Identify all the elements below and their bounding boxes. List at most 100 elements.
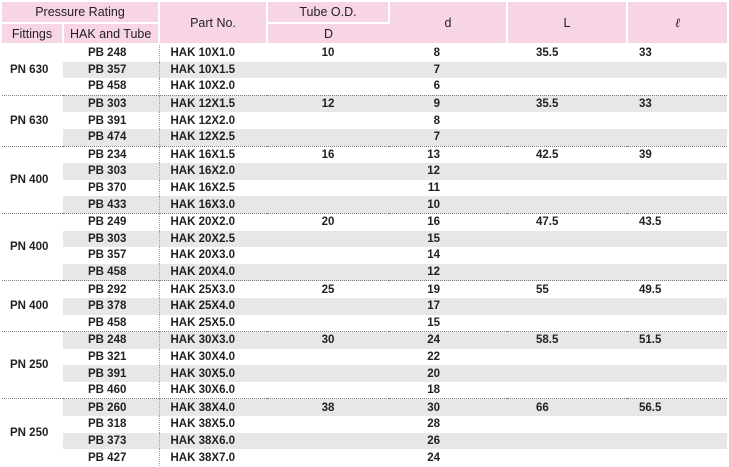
part-no-cell: HAK 20X3.0	[158, 247, 267, 264]
l-cell: 39	[627, 145, 727, 164]
hak-tube-cell: PB 474	[63, 128, 159, 147]
d-cell: 9	[389, 94, 507, 113]
table-row: PB 433 HAK 16X3.0 10	[2, 196, 727, 214]
l-cell	[627, 297, 727, 315]
table-row: PB 391 HAK 30X5.0 20	[2, 365, 727, 382]
header-L: L	[507, 2, 628, 45]
hak-tube-cell: PB 357	[63, 61, 159, 79]
d-cell: 14	[427, 249, 440, 262]
L-cell	[507, 230, 627, 248]
d-cell: 17	[389, 297, 507, 315]
L-cell	[507, 449, 627, 466]
l-cell: 43.5	[627, 212, 727, 231]
L-cell: 35.5	[507, 94, 627, 113]
tube-od-cell	[267, 247, 389, 264]
table-row: PB 378 HAK 25X4.0 17	[2, 297, 727, 315]
table-row: PN 400 PB 292 HAK 25X3.0 25 19 55 49.5	[2, 280, 727, 332]
l-cell	[627, 349, 727, 366]
d-cell: 26	[389, 432, 507, 450]
table-row: PN 250 PB 248 HAK 30X3.0 30 24 58.5 51.5	[2, 331, 727, 399]
table-row: PB 458 HAK 10X2.0 6	[2, 78, 727, 96]
fitting-cell: PN 630	[2, 43, 63, 96]
l-cell	[627, 432, 727, 450]
d-cell: 7	[389, 128, 507, 147]
d-cell: 24	[389, 331, 507, 349]
part-no-cell: HAK 10X1.5	[158, 61, 267, 79]
tube-od-cell: 10	[267, 43, 389, 62]
L-cell	[507, 315, 627, 332]
tube-od-cell	[267, 180, 389, 197]
d-cell: 30	[389, 398, 507, 417]
table-row: PB 373 HAK 38X6.0 26	[2, 432, 727, 450]
hak-tube-cell: PB 321	[88, 350, 127, 363]
hak-tube-cell: PB 391	[88, 114, 127, 127]
table-row: PB 357 HAK 20X3.0 14	[2, 247, 727, 264]
table-row: PB 427 HAK 38X7.0 24	[2, 449, 727, 466]
part-no-cell: HAK 25X4.0	[158, 297, 267, 315]
hak-tube-cell: PB 458	[63, 263, 159, 281]
hak-tube-cell: PB 427	[88, 451, 127, 464]
d-cell: 16	[389, 212, 507, 231]
L-cell	[507, 163, 627, 180]
d-cell: 15	[389, 230, 507, 248]
part-no-cell: HAK 25X3.0	[158, 280, 267, 298]
L-cell	[507, 432, 627, 450]
L-cell	[507, 263, 627, 281]
L-cell	[507, 247, 627, 264]
table-header: Pressure Rating Part No. Tube O.D. d L ℓ…	[2, 2, 727, 45]
l-cell	[627, 230, 727, 248]
hak-tube-cell: PB 303	[63, 230, 159, 248]
tube-od-cell	[267, 128, 389, 147]
l-cell	[627, 416, 727, 433]
hak-tube-cell: PB 249	[63, 212, 159, 231]
tube-od-cell: 25	[267, 280, 389, 298]
hak-tube-cell: PB 373	[63, 432, 159, 450]
part-no-cell: HAK 12X2.0	[158, 112, 267, 129]
part-no-cell: HAK 30X3.0	[158, 331, 267, 349]
l-cell: 56.5	[627, 398, 727, 417]
hak-tube-cell: PB 370	[88, 182, 127, 195]
table-row: PN 400 PB 234 HAK 16X1.5 16 13 42.5 39	[2, 145, 727, 214]
table-row: PB 370 HAK 16X2.5 11	[2, 179, 727, 197]
L-cell	[507, 416, 627, 433]
part-no-cell: HAK 20X4.0	[158, 263, 267, 281]
d-cell: 13	[389, 145, 507, 164]
table-row: PB 303 HAK 20X2.5 15	[2, 230, 727, 248]
hak-tube-cell: PB 292	[63, 280, 159, 298]
part-no-cell: HAK 30X4.0	[158, 348, 267, 366]
table-row: PB 391 HAK 12X2.0 8	[2, 112, 727, 129]
d-cell: 10	[389, 196, 507, 214]
part-no-cell: HAK 38X7.0	[158, 449, 267, 466]
hak-tube-cell: PB 318	[88, 418, 127, 431]
L-cell	[507, 128, 627, 147]
part-no-cell: HAK 30X6.0	[158, 381, 267, 399]
tube-od-cell: 16	[267, 145, 389, 164]
header-hak-and-tube: HAK and Tube	[63, 23, 160, 45]
L-cell	[507, 349, 627, 366]
part-no-cell: HAK 20X2.5	[158, 230, 267, 248]
l-cell	[627, 263, 727, 281]
d-cell: 6	[433, 80, 440, 93]
tube-od-cell	[267, 382, 389, 399]
L-cell	[507, 365, 627, 382]
l-cell: 51.5	[627, 331, 727, 349]
l-cell	[627, 382, 727, 399]
d-cell: 7	[389, 61, 507, 79]
hak-tube-cell: PB 460	[88, 384, 127, 397]
L-cell: 42.5	[507, 145, 627, 164]
part-no-cell: HAK 10X2.0	[158, 78, 267, 96]
hak-tube-cell: PB 234	[63, 145, 159, 164]
table-row: PB 460 HAK 30X6.0 18	[2, 381, 727, 399]
L-cell	[507, 112, 627, 129]
L-cell: 35.5	[507, 43, 627, 62]
header-part-no: Part No.	[159, 2, 268, 45]
part-no-cell: HAK 25X5.0	[158, 314, 267, 332]
header-tube-od-symbol: D	[267, 23, 389, 45]
l-cell	[627, 78, 727, 95]
part-no-cell: HAK 10X1.0	[158, 43, 267, 62]
hak-tube-cell: PB 248	[63, 331, 159, 349]
L-cell	[507, 196, 627, 214]
l-cell: 33	[627, 94, 727, 113]
d-cell: 22	[427, 350, 440, 363]
tube-od-cell	[267, 163, 389, 180]
